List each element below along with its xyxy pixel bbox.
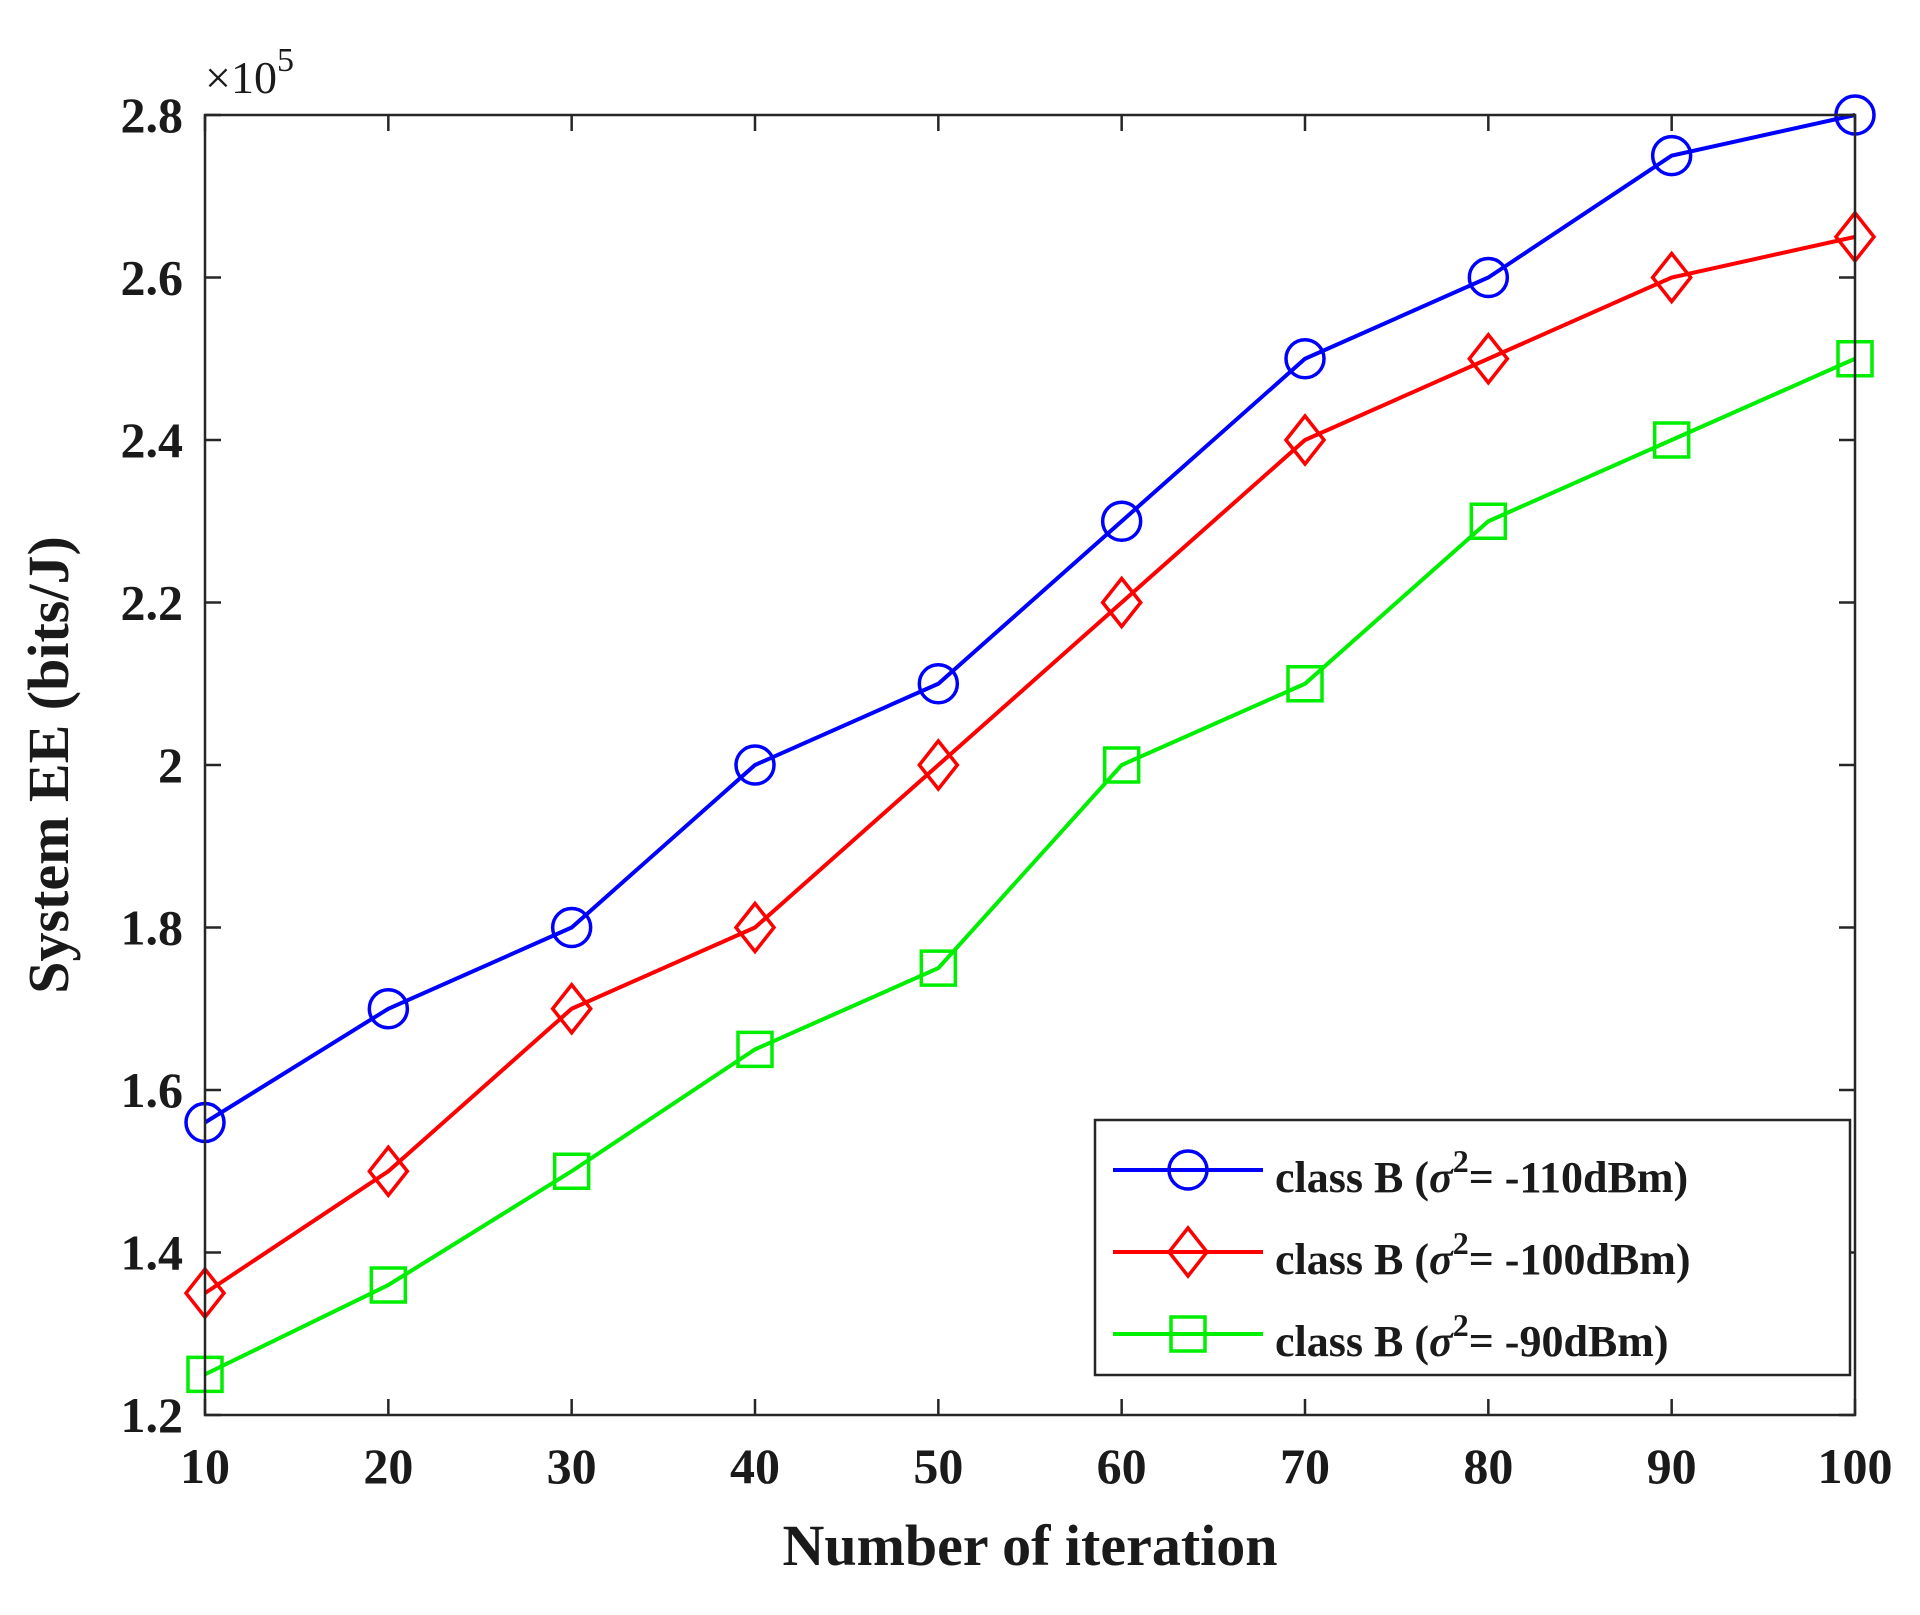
data-point xyxy=(917,738,960,792)
data-point xyxy=(1652,421,1691,459)
x-tick-label: 10 xyxy=(180,1438,230,1494)
legend-entry-1: class B (σ2= -110dBm) xyxy=(1113,1143,1688,1202)
data-point xyxy=(733,900,777,955)
data-point xyxy=(1284,338,1326,380)
x-tick-label: 70 xyxy=(1280,1438,1330,1494)
legend-entry-3: class B (σ2= -90dBm) xyxy=(1113,1307,1669,1366)
legend-label-sigma: σ xyxy=(1429,1153,1454,1202)
data-point xyxy=(1467,256,1510,299)
y-axis-title: System EE (bits/J) xyxy=(16,536,81,994)
series-2 xyxy=(183,210,1877,1320)
y-axis-multiplier-base: ×10 xyxy=(205,52,277,103)
legend-label-exp: 2 xyxy=(1453,1225,1469,1261)
data-point xyxy=(367,1144,410,1199)
data-point xyxy=(1286,665,1324,703)
x-tick-label: 100 xyxy=(1818,1438,1893,1494)
data-point xyxy=(1467,331,1510,386)
legend-marker xyxy=(1166,1225,1210,1279)
data-point xyxy=(369,1266,408,1304)
legend-label-prefix: class B ( xyxy=(1275,1153,1429,1202)
y-tick-label: 1.8 xyxy=(121,900,184,956)
x-tick-label: 20 xyxy=(363,1438,413,1494)
data-point xyxy=(917,663,960,705)
data-point xyxy=(1283,413,1327,467)
series-line xyxy=(203,234,1856,1295)
legend-marker xyxy=(1167,1149,1209,1191)
y-tick-label: 2.6 xyxy=(121,250,184,306)
x-axis-title: Number of iteration xyxy=(782,1513,1277,1578)
y-tick-label: 2.4 xyxy=(121,412,184,468)
legend-entry-2: class B (σ2= -100dBm) xyxy=(1113,1225,1691,1284)
y-tick-label: 2 xyxy=(158,737,183,793)
data-point xyxy=(550,906,593,949)
x-tick-label: 40 xyxy=(730,1438,780,1494)
legend-label: class B (σ2= -90dBm) xyxy=(1275,1307,1669,1366)
data-point xyxy=(736,1030,774,1069)
x-tick-label: 50 xyxy=(913,1438,963,1494)
legend-label-suffix: = -90dBm) xyxy=(1469,1317,1669,1366)
axes: 10 20 30 40 50 60 70 80 90 100 1.2 1.4 1.6 1.8 2 2.2 2.4… xyxy=(16,42,1893,1578)
series-line xyxy=(204,356,1856,1377)
data-point xyxy=(1650,134,1693,177)
data-point xyxy=(1100,575,1143,630)
data-point xyxy=(1469,502,1508,540)
legend-label-suffix: = -110dBm) xyxy=(1469,1153,1688,1202)
y-axis-multiplier: ×105 xyxy=(205,42,294,103)
legend-label-exp: 2 xyxy=(1453,1307,1469,1343)
legend-label-sigma: σ xyxy=(1429,1235,1454,1284)
legend: class B (σ2= -110dBm)class B (σ2= -100dB… xyxy=(1093,1118,1852,1377)
y-tick-label: 2.2 xyxy=(121,575,184,631)
data-point xyxy=(1650,250,1693,305)
data-point xyxy=(550,981,593,1036)
y-tick-label: 1.2 xyxy=(121,1387,184,1443)
plot-area xyxy=(183,94,1877,1394)
y-axis-multiplier-exp: 5 xyxy=(277,42,294,79)
data-point xyxy=(367,988,410,1030)
data-point xyxy=(1102,746,1141,784)
y-tick-label: 1.4 xyxy=(121,1225,184,1281)
legend-label-prefix: class B ( xyxy=(1275,1235,1429,1284)
legend-label-sigma: σ xyxy=(1429,1317,1454,1366)
x-tick-label: 60 xyxy=(1097,1438,1147,1494)
legend-label-suffix: = -100dBm) xyxy=(1469,1235,1691,1284)
legend-label: class B (σ2= -110dBm) xyxy=(1275,1143,1688,1202)
data-point xyxy=(552,1152,591,1190)
data-point xyxy=(1100,500,1143,542)
data-point xyxy=(734,744,776,786)
series-line xyxy=(203,113,1856,1125)
legend-label-prefix: class B ( xyxy=(1275,1317,1429,1366)
data-point xyxy=(919,949,958,987)
legend-label-exp: 2 xyxy=(1453,1143,1469,1179)
y-tick-label: 2.8 xyxy=(121,87,184,143)
x-tick-label: 90 xyxy=(1647,1438,1697,1494)
x-tick-label: 30 xyxy=(547,1438,597,1494)
legend-label: class B (σ2= -100dBm) xyxy=(1275,1225,1691,1284)
legend-marker xyxy=(1169,1315,1207,1353)
y-tick-label: 1.6 xyxy=(121,1062,184,1118)
x-tick-label: 80 xyxy=(1463,1438,1513,1494)
